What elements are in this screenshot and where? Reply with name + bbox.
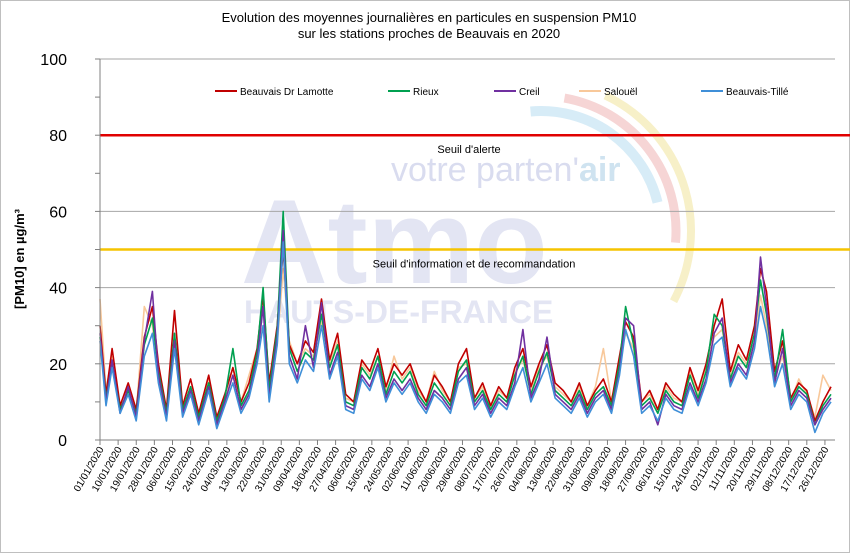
series-line <box>99 210 832 426</box>
y-tick-label: 0 <box>58 433 67 450</box>
legend-entry: Beauvais Dr Lamotte <box>240 87 334 98</box>
chart-title: Evolution des moyennes journalières en p… <box>222 10 637 25</box>
atmo-watermark: votre parten'air Atmo HAUTS-DE-FRANCE <box>241 77 695 385</box>
series-line <box>99 229 832 426</box>
chart-subtitle: sur les stations proches de Beauvais en … <box>298 26 560 41</box>
legend-entry: Beauvais-Tillé <box>726 87 789 98</box>
threshold-label: Seuil d'information et de recommandation <box>373 259 576 271</box>
legend-entry: Rieux <box>413 87 439 98</box>
legend-entry: Salouël <box>604 87 637 98</box>
watermark-tagline: votre parten'air <box>391 151 621 189</box>
chart-legend: Beauvais Dr Lamotte Rieux Creil Salouël Beau… <box>215 87 789 98</box>
y-tick-label: 40 <box>49 281 67 298</box>
threshold-lines: Seuil d'alerte Seuil d'information et de … <box>100 133 850 271</box>
watermark-arc-yellow <box>387 77 695 385</box>
watermark-arc-blue <box>416 106 666 356</box>
chart-series <box>99 210 832 434</box>
watermark-region: HAUTS-DE-FRANCE <box>244 294 553 330</box>
y-tick-label: 100 <box>40 52 67 69</box>
y-tick-label: 80 <box>49 128 67 145</box>
series-line <box>99 241 832 434</box>
legend-entry: Creil <box>519 87 540 98</box>
threshold-label: Seuil d'alerte <box>437 144 500 156</box>
watermark-logo: Atmo <box>241 175 548 309</box>
y-axis-label: [PM10] en µg/m³ <box>12 208 27 309</box>
watermark-arc-red <box>401 91 681 371</box>
y-tick-label: 20 <box>49 357 67 374</box>
y-tick-label: 60 <box>49 204 67 221</box>
